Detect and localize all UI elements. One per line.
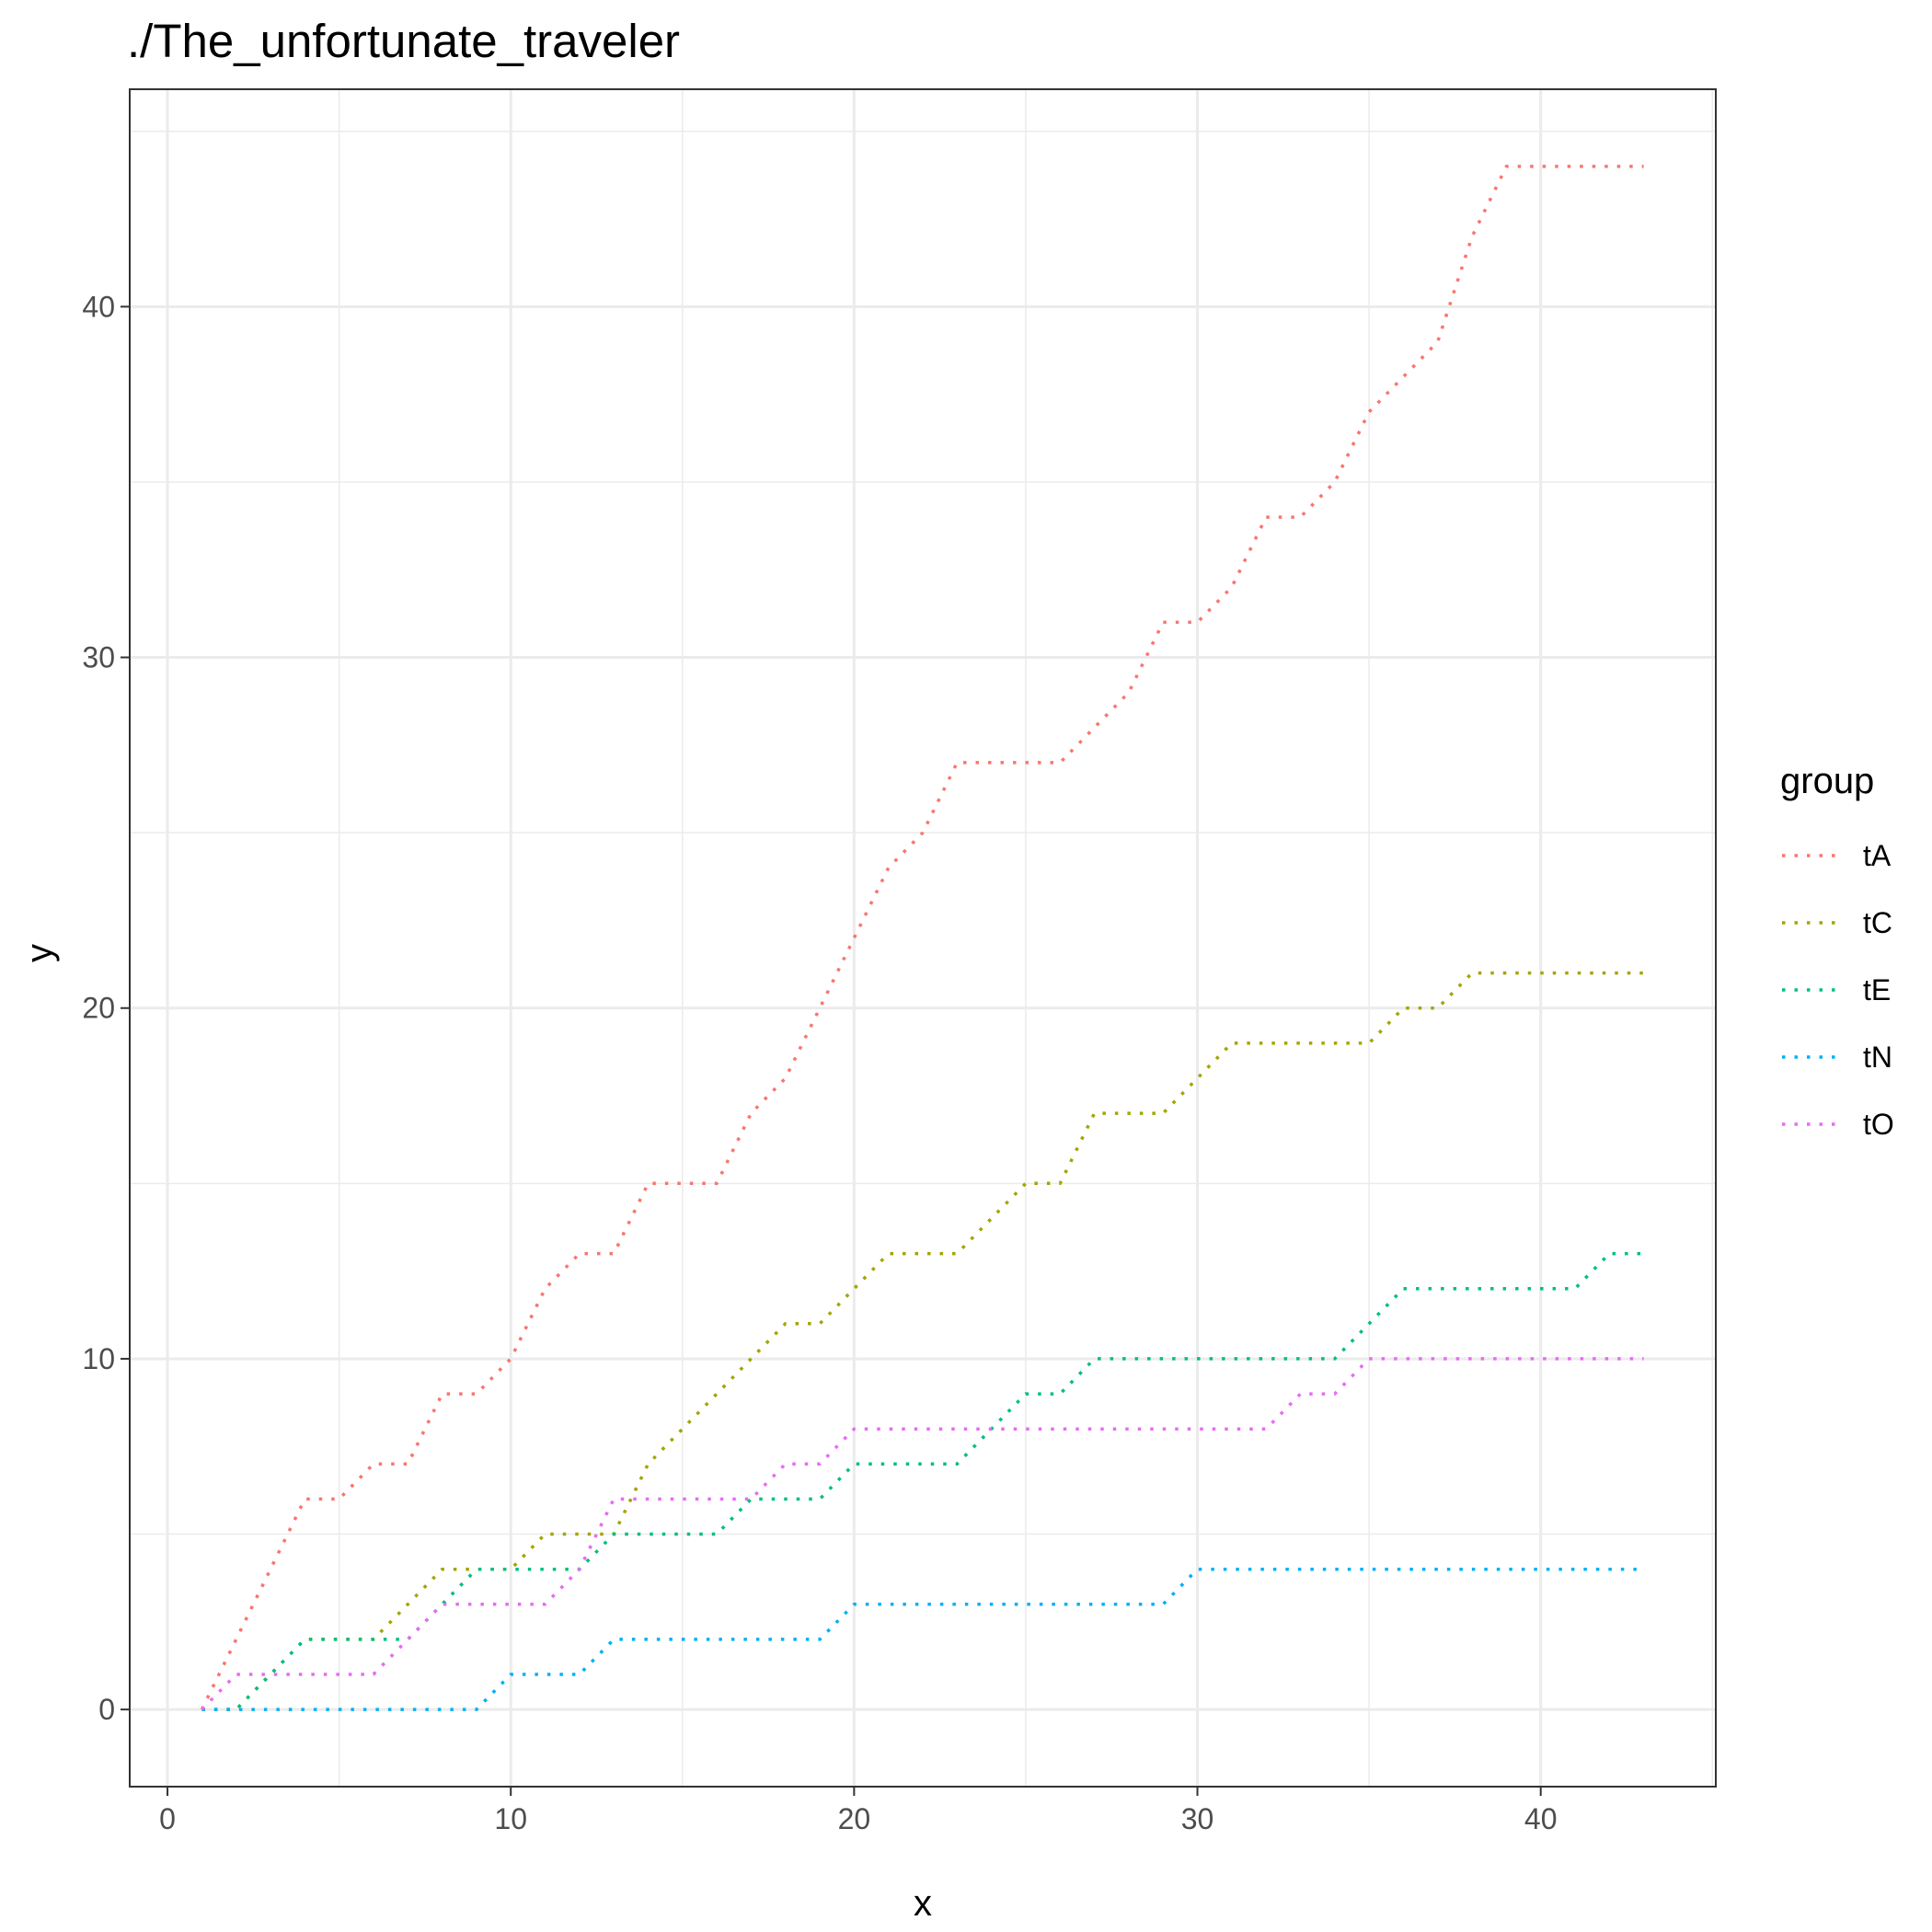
y-tick-label: 10 [82, 1342, 115, 1375]
x-axis-title: x [914, 1883, 932, 1924]
legend-label-tN: tN [1863, 1041, 1892, 1074]
x-axis: 0 10 20 30 40 [159, 1787, 1557, 1835]
x-tick-label: 30 [1181, 1802, 1214, 1835]
y-tick-label: 0 [98, 1693, 115, 1726]
legend-label-tC: tC [1863, 906, 1892, 939]
grid-minor [130, 89, 1716, 1787]
x-tick-label: 10 [494, 1802, 527, 1835]
x-tick-label: 40 [1524, 1802, 1558, 1835]
legend: group tA tC tE tN tO [1780, 761, 1894, 1141]
plot-border [129, 88, 1717, 1788]
legend-label-tO: tO [1863, 1108, 1894, 1141]
legend-label-tE: tE [1863, 973, 1891, 1006]
y-tick-label: 40 [82, 290, 115, 323]
legend-label-tA: tA [1863, 839, 1892, 872]
y-tick-label: 30 [82, 641, 115, 674]
y-axis-title: y [19, 944, 60, 962]
legend-title: group [1780, 761, 1874, 801]
x-tick-label: 20 [838, 1802, 871, 1835]
y-axis: 0 10 20 30 40 [82, 290, 130, 1726]
plot-panel [130, 89, 1716, 1787]
x-tick-label: 0 [159, 1802, 176, 1835]
series-line-tA [200, 165, 1644, 1710]
series-line-tC [201, 971, 1644, 1711]
series-lines [200, 165, 1644, 1711]
chart-title: ./The_unfortunate_traveler [127, 15, 680, 67]
y-tick-label: 20 [82, 992, 115, 1025]
grid-major [130, 89, 1716, 1787]
